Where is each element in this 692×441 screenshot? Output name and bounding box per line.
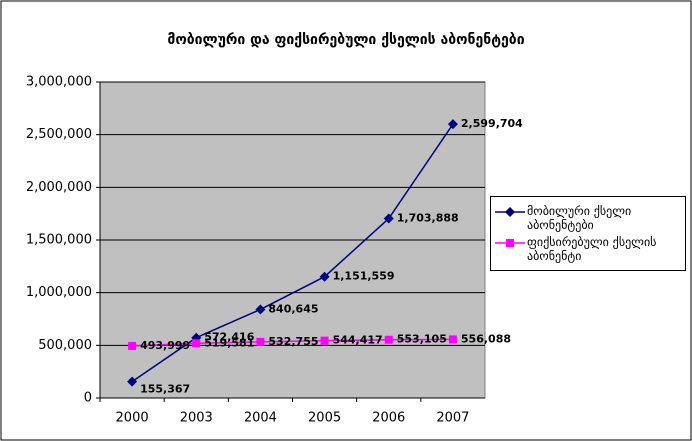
data-point — [320, 336, 329, 345]
data-point — [319, 271, 330, 282]
x-tick-label: 2005 — [308, 411, 341, 426]
data-label: 1,703,888 — [397, 212, 459, 225]
y-tick-label: 3,000,000 — [26, 75, 92, 90]
legend-marker — [506, 239, 514, 247]
data-point — [448, 335, 457, 344]
x-tick-label: 2006 — [372, 411, 405, 426]
y-tick-label: 0 — [84, 391, 92, 406]
data-point — [127, 376, 138, 387]
series-line — [132, 338, 453, 347]
y-tick-label: 2,000,000 — [26, 180, 92, 195]
data-point — [192, 339, 201, 348]
data-label: 1,151,559 — [333, 270, 395, 283]
data-label: 519,581 — [204, 336, 254, 349]
legend: მობილური ქსელი აბონენტები ფიქსირებული ქსე… — [490, 196, 686, 271]
legend-swatch — [495, 207, 525, 217]
data-label: 544,417 — [333, 334, 383, 347]
data-point — [384, 335, 393, 344]
x-tick-label: 2003 — [180, 411, 213, 426]
legend-entry: მობილური ქსელი აბონენტები — [493, 204, 683, 232]
data-label: 553,105 — [397, 333, 447, 346]
x-tick-label: 2000 — [116, 411, 149, 426]
y-tick-label: 1,500,000 — [26, 233, 92, 248]
data-label: 2,599,704 — [461, 117, 523, 130]
data-label: 493,999 — [140, 339, 190, 352]
y-tick-label: 2,500,000 — [26, 127, 92, 142]
data-point — [128, 341, 137, 350]
data-label: 556,088 — [461, 332, 511, 345]
series-line — [131, 123, 454, 383]
chart-title: მობილური და ფიქსირებული ქსელის აბონენტებ… — [167, 32, 524, 48]
data-point — [256, 337, 265, 346]
legend-swatch — [495, 239, 525, 247]
legend-label: ფიქსირებული ქსელის აბონენტი — [527, 235, 657, 263]
x-tick-label: 2004 — [244, 411, 277, 426]
data-label: 840,645 — [268, 302, 318, 315]
data-point — [447, 119, 458, 130]
data-point — [255, 304, 266, 315]
x-tick-label: 2007 — [436, 411, 469, 426]
y-tick-label: 500,000 — [38, 338, 92, 353]
y-tick-label: 1,000,000 — [26, 285, 92, 300]
legend-entry: ფიქსირებული ქსელის აბონენტი — [493, 235, 683, 263]
data-label: 155,367 — [140, 383, 190, 396]
legend-marker — [505, 207, 515, 217]
legend-label: მობილური ქსელი აბონენტები — [527, 204, 632, 232]
data-label: 572,416 — [204, 331, 254, 344]
data-label: 532,755 — [268, 335, 318, 348]
data-point — [383, 213, 394, 224]
